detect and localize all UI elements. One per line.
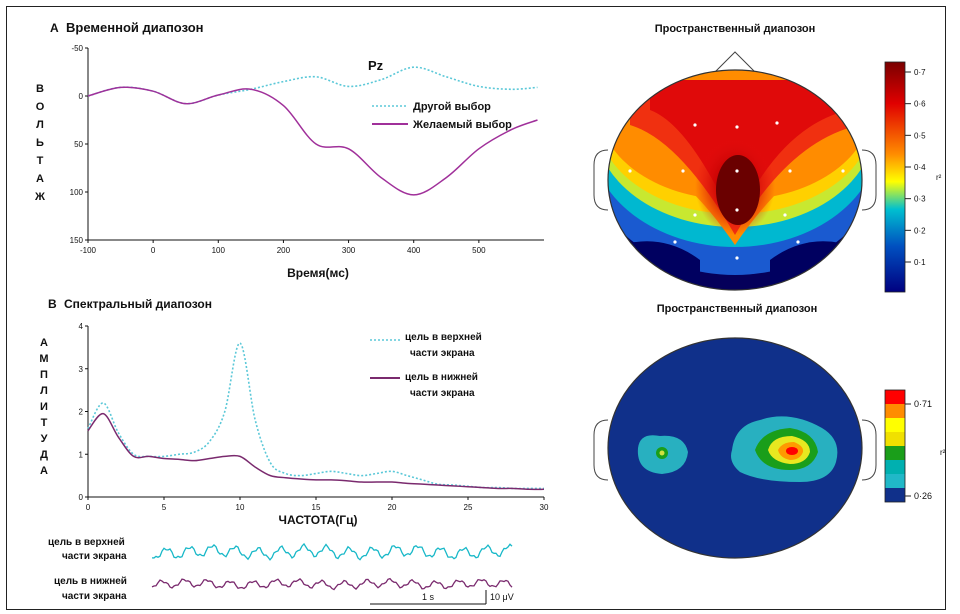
panel-b-letter: B <box>48 297 57 311</box>
panel-b-xlabel: ЧАСТОТА(Гц) <box>279 513 358 527</box>
a-x-tick-label: 500 <box>472 246 486 255</box>
b-x-tick-label: 5 <box>162 503 167 512</box>
b-ylabel-letter: Д <box>40 449 48 461</box>
b-ylabel-letter: У <box>41 433 48 445</box>
panel-a-axes: -100 0 100 200 300 400 500 -50 0 50 100 150 <box>70 44 544 255</box>
a-x-tick-label: 400 <box>407 246 421 255</box>
a-ylabel-letter: А <box>36 173 44 185</box>
b-y-tick-label: 2 <box>79 408 84 417</box>
topo-top-tick-label: 0·6 <box>914 100 926 109</box>
b-legend-label-1a: цель в верхней <box>405 332 482 343</box>
topo-top-tick-label: 0·7 <box>914 68 926 77</box>
panel-a-legend: Другой выбор Желаемый выбор <box>372 101 512 131</box>
topo-bottom-tick-max: 0·71 <box>914 399 932 409</box>
topo-top-tick-label: 0·1 <box>914 258 926 267</box>
topo-top-colorbar-ticks: 0·7 0·6 0·5 0·4 0·3 0·2 0·1 <box>905 68 926 267</box>
a-ylabel-letter: О <box>36 101 45 113</box>
raw-label-top-1: цель в верхней <box>48 537 125 548</box>
a-x-tick-label: 100 <box>212 246 226 255</box>
b-ylabel-letter: А <box>40 465 48 477</box>
b-x-tick-label: 15 <box>312 503 321 512</box>
a-series-line-1 <box>87 66 538 105</box>
panel-b-legend: цель в верхней части экрана цель в нижней ч… <box>370 332 482 399</box>
b-x-tick-label: 30 <box>540 503 549 512</box>
a-legend-label-2: Желаемый выбор <box>412 119 512 131</box>
b-y-tick-label: 4 <box>79 322 84 331</box>
a-legend-label-1: Другой выбор <box>413 101 491 113</box>
panel-b-series <box>87 342 545 491</box>
topo-top-tick-label: 0·5 <box>914 131 926 140</box>
a-ylabel-letter: Ь <box>36 137 44 149</box>
a-y-tick-label: 0 <box>79 92 84 101</box>
panel-a-xlabel: Время(мс) <box>287 266 349 280</box>
figure-frame <box>6 6 946 610</box>
panel-b-title: Спектральный диапозон <box>64 297 212 311</box>
a-x-tick-label: -100 <box>80 246 97 255</box>
b-legend-label-2a: цель в нижней <box>405 372 478 383</box>
b-legend-label-1b: части экрана <box>410 348 475 359</box>
b-y-tick-label: 0 <box>79 493 84 502</box>
a-x-tick-label: 300 <box>342 246 356 255</box>
a-y-tick-label: 100 <box>70 188 84 197</box>
b-series-line-1 <box>87 342 544 490</box>
a-x-tick-label: 0 <box>151 246 156 255</box>
b-ylabel-letter: П <box>40 369 48 381</box>
topo-top-tick-label: 0·4 <box>914 163 926 172</box>
a-y-tick-label: 150 <box>70 236 84 245</box>
panel-a-channel: Pz <box>368 58 384 73</box>
topo-bottom-head <box>593 337 877 559</box>
a-ylabel-letter: Т <box>37 155 44 167</box>
topo-top-head <box>593 51 877 291</box>
b-x-tick-label: 0 <box>86 503 91 512</box>
raw-trace-bottom <box>151 577 513 591</box>
raw-label-top-2: части экрана <box>62 551 127 562</box>
topo-top-tick-label: 0·2 <box>914 226 926 235</box>
a-ylabel-letter: Л <box>36 119 44 131</box>
a-ylabel-letter: Ж <box>34 191 45 203</box>
panel-b-axes: 0 5 10 15 20 25 30 0 1 2 3 4 <box>79 322 549 512</box>
b-y-tick-label: 3 <box>79 365 84 374</box>
topo-top-colorbar-label: r² <box>936 173 942 182</box>
b-x-tick-label: 25 <box>464 503 473 512</box>
b-x-tick-label: 20 <box>388 503 397 512</box>
a-series-line-2 <box>87 86 538 196</box>
topo-top-title: Пространственный диапозон <box>655 23 816 35</box>
b-y-tick-label: 1 <box>79 450 84 459</box>
topo-bottom-tick-min: 0·26 <box>914 491 932 501</box>
b-legend-label-2b: части экрана <box>410 388 475 399</box>
b-ylabel-letter: А <box>40 337 48 349</box>
topo-bottom-colorbar-label: r² <box>940 448 946 457</box>
panel-a-series <box>87 66 538 196</box>
b-ylabel-letter: Л <box>40 385 48 397</box>
topo-top-tick-label: 0·3 <box>914 195 926 204</box>
topo-bottom-title: Пространственный диапозон <box>657 303 818 315</box>
raw-trace-top <box>151 542 513 561</box>
b-ylabel-letter: И <box>40 401 48 413</box>
a-ylabel-letter: В <box>36 83 44 95</box>
b-ylabel-letter: М <box>39 353 48 365</box>
raw-label-bottom-1: цель в нижней <box>54 576 127 587</box>
raw-label-bottom-2: части экрана <box>62 591 127 602</box>
topo-bottom-colorbar <box>884 389 906 503</box>
amp-scale-label: 10 μV <box>490 592 514 602</box>
b-ylabel-letter: Т <box>41 417 48 429</box>
b-x-tick-label: 10 <box>236 503 245 512</box>
time-scale-label: 1 s <box>422 592 435 602</box>
panel-a-title: Временной диапозон <box>66 20 204 35</box>
a-x-tick-label: 200 <box>277 246 291 255</box>
panel-a-letter: A <box>50 21 59 35</box>
topo-top-colorbar <box>884 61 906 293</box>
b-series-line-2 <box>87 412 545 491</box>
a-y-tick-label: 50 <box>74 140 83 149</box>
a-y-tick-label: -50 <box>71 44 83 53</box>
